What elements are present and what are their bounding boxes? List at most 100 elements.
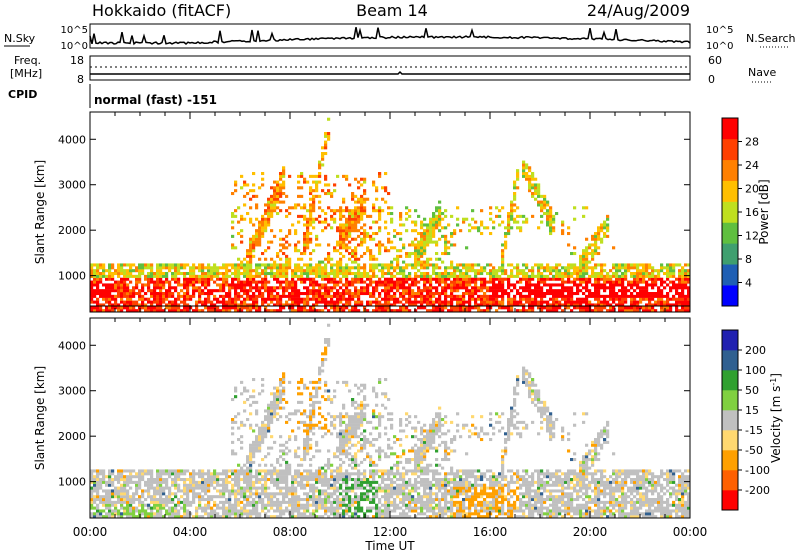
power-cell bbox=[255, 243, 259, 247]
velocity-cell bbox=[300, 515, 304, 519]
power-cell bbox=[531, 177, 535, 181]
velocity-cell bbox=[225, 472, 229, 476]
power-cell bbox=[567, 300, 571, 304]
power-cell bbox=[663, 294, 667, 298]
power-cell bbox=[627, 294, 631, 298]
power-cell bbox=[531, 174, 535, 178]
velocity-cell bbox=[279, 443, 283, 447]
velocity-cell bbox=[162, 503, 166, 507]
velocity-cell bbox=[183, 469, 187, 473]
power-cell bbox=[516, 300, 520, 304]
power-cell bbox=[444, 272, 448, 276]
power-cell bbox=[372, 269, 376, 273]
power-cell bbox=[384, 292, 388, 296]
power-cell bbox=[390, 303, 394, 307]
velocity-cell bbox=[156, 478, 160, 482]
power-cell bbox=[633, 306, 637, 310]
velocity-cell bbox=[240, 420, 244, 424]
power-cell bbox=[513, 294, 517, 298]
velocity-cell bbox=[315, 506, 319, 510]
power-cell bbox=[354, 206, 358, 210]
power-cell bbox=[483, 309, 487, 313]
power-cell bbox=[126, 303, 130, 307]
velocity-cell bbox=[312, 426, 316, 430]
power-cell bbox=[267, 297, 271, 301]
power-cell bbox=[468, 297, 472, 301]
power-cell bbox=[198, 274, 202, 278]
power-cell bbox=[345, 209, 349, 213]
power-cell bbox=[543, 269, 547, 273]
power-cell bbox=[360, 206, 364, 210]
velocity-cell bbox=[282, 498, 286, 502]
power-cell bbox=[315, 234, 319, 238]
power-cell bbox=[225, 277, 229, 281]
power-cell bbox=[525, 274, 529, 278]
velocity-cell bbox=[171, 515, 175, 519]
power-cell bbox=[540, 206, 544, 210]
power-cell bbox=[255, 272, 259, 276]
power-cell bbox=[270, 272, 274, 276]
power-cell bbox=[597, 309, 601, 313]
velocity-cell bbox=[270, 515, 274, 519]
velocity-cell bbox=[297, 446, 301, 450]
velocity-cell bbox=[303, 443, 307, 447]
power-cell bbox=[636, 300, 640, 304]
power-cell bbox=[192, 266, 196, 270]
velocity-cell bbox=[261, 440, 265, 444]
power-cell bbox=[345, 237, 349, 241]
velocity-cell bbox=[168, 472, 172, 476]
power-cell bbox=[546, 269, 550, 273]
power-cell bbox=[150, 274, 154, 278]
power-cell bbox=[414, 229, 418, 233]
power-cell bbox=[501, 277, 505, 281]
power-cell bbox=[411, 252, 415, 256]
power-cell bbox=[201, 280, 205, 284]
power-cell bbox=[147, 266, 151, 270]
velocity-cell bbox=[309, 380, 313, 384]
power-cell bbox=[351, 252, 355, 256]
power-cell bbox=[195, 289, 199, 293]
power-cell bbox=[486, 272, 490, 276]
power-cell bbox=[156, 286, 160, 290]
velocity-cell bbox=[108, 512, 112, 516]
power-cell bbox=[282, 169, 286, 173]
power-cell bbox=[528, 303, 532, 307]
power-cell bbox=[453, 229, 457, 233]
velocity-cell bbox=[234, 415, 238, 419]
power-cell bbox=[309, 269, 313, 273]
power-cell bbox=[444, 214, 448, 218]
velocity-cell bbox=[129, 475, 133, 479]
power-cell bbox=[372, 294, 376, 298]
velocity-cell bbox=[174, 495, 178, 499]
power-cell bbox=[324, 212, 328, 216]
velocity-cell bbox=[186, 512, 190, 516]
power-cell bbox=[492, 220, 496, 224]
power-cell bbox=[426, 280, 430, 284]
power-cell bbox=[345, 272, 349, 276]
velocity-cell bbox=[318, 469, 322, 473]
power-cell bbox=[468, 306, 472, 310]
power-cell bbox=[144, 263, 148, 267]
power-cell bbox=[648, 303, 652, 307]
power-cell bbox=[336, 229, 340, 233]
power-cell bbox=[312, 306, 316, 310]
velocity-cell bbox=[204, 480, 208, 484]
velocity-cell bbox=[198, 495, 202, 499]
velocity-cell bbox=[321, 483, 325, 487]
power-cell bbox=[201, 292, 205, 296]
power-cell bbox=[234, 306, 238, 310]
velocity-cell bbox=[114, 475, 118, 479]
power-cell bbox=[348, 214, 352, 218]
power-cell bbox=[561, 280, 565, 284]
power-cell bbox=[399, 294, 403, 298]
power-cell bbox=[555, 274, 559, 278]
power-cell bbox=[414, 280, 418, 284]
power-cell bbox=[435, 266, 439, 270]
power-cell bbox=[360, 194, 364, 198]
power-cell bbox=[576, 277, 580, 281]
power-cell bbox=[297, 306, 301, 310]
power-cell bbox=[600, 229, 604, 233]
power-cell bbox=[111, 272, 115, 276]
velocity-cell bbox=[183, 509, 187, 513]
velocity-cell bbox=[249, 478, 253, 482]
